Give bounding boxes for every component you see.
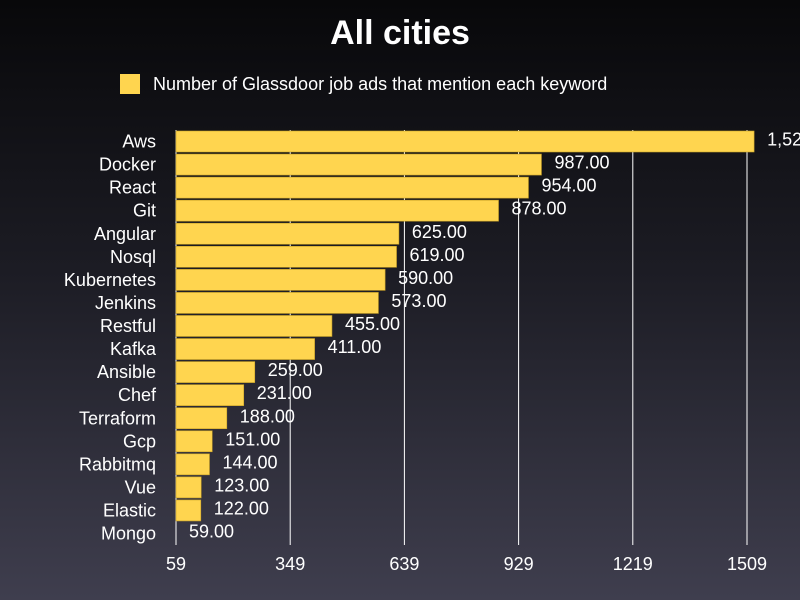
x-tick-label: 1219 bbox=[613, 554, 653, 574]
value-label: 455.00 bbox=[345, 314, 400, 334]
x-tick-label: 929 bbox=[504, 554, 534, 574]
category-label: Docker bbox=[99, 155, 156, 175]
bar bbox=[175, 476, 202, 499]
value-label: 123.00 bbox=[214, 475, 269, 495]
legend-swatch bbox=[120, 74, 140, 94]
category-label: React bbox=[109, 178, 156, 198]
bar bbox=[175, 361, 256, 383]
value-label: 625.00 bbox=[412, 222, 467, 242]
value-label: 188.00 bbox=[240, 406, 295, 426]
value-label: 573.00 bbox=[391, 291, 446, 311]
bar bbox=[175, 453, 210, 476]
category-label: Vue bbox=[125, 477, 156, 497]
value-label: 954.00 bbox=[541, 176, 596, 196]
x-tick-label: 349 bbox=[275, 554, 305, 574]
value-label: 259.00 bbox=[268, 360, 323, 380]
category-label: Elastic bbox=[103, 500, 156, 520]
category-label: Angular bbox=[94, 224, 156, 244]
category-label: Terraform bbox=[79, 408, 156, 428]
bar bbox=[175, 430, 213, 453]
value-label: 1,527.00 bbox=[767, 130, 800, 150]
bar bbox=[175, 315, 333, 337]
bar bbox=[175, 292, 379, 314]
category-label: Mongo bbox=[101, 524, 156, 544]
value-label: 987.00 bbox=[554, 153, 609, 173]
category-label: Chef bbox=[118, 385, 157, 405]
category-label: Jenkins bbox=[95, 293, 156, 313]
bar bbox=[175, 130, 755, 153]
category-label: Aws bbox=[122, 132, 156, 152]
value-label: 59.00 bbox=[189, 522, 234, 542]
category-label: Kubernetes bbox=[64, 270, 156, 290]
chart-title: All cities bbox=[330, 14, 470, 52]
value-label: 590.00 bbox=[398, 268, 453, 288]
value-label: 411.00 bbox=[328, 337, 382, 357]
x-tick-label: 639 bbox=[389, 554, 419, 574]
bar bbox=[175, 222, 400, 245]
bar bbox=[175, 269, 386, 291]
value-label: 144.00 bbox=[222, 452, 277, 472]
category-label: Gcp bbox=[123, 431, 156, 451]
bar bbox=[175, 407, 228, 430]
bar bbox=[175, 499, 202, 522]
value-label: 122.00 bbox=[214, 498, 269, 518]
x-tick-label: 1509 bbox=[727, 554, 767, 574]
bar bbox=[175, 246, 397, 268]
x-tick-label: 59 bbox=[166, 554, 186, 574]
category-label: Kafka bbox=[110, 339, 157, 359]
bar bbox=[175, 176, 529, 199]
bar bbox=[175, 384, 245, 406]
category-label: Git bbox=[133, 201, 156, 221]
value-label: 878.00 bbox=[512, 199, 567, 219]
value-label: 151.00 bbox=[225, 429, 280, 449]
category-label: Nosql bbox=[110, 247, 156, 267]
value-label: 619.00 bbox=[410, 245, 465, 265]
category-label: Rabbitmq bbox=[79, 454, 156, 474]
legend-label: Number of Glassdoor job ads that mention… bbox=[153, 73, 608, 94]
category-label: Restful bbox=[100, 316, 156, 336]
value-label: 231.00 bbox=[257, 383, 312, 403]
bar bbox=[175, 153, 542, 176]
bar bbox=[175, 338, 315, 360]
category-label: Ansible bbox=[97, 362, 156, 382]
legend: Number of Glassdoor job ads that mention… bbox=[120, 72, 607, 96]
bar bbox=[175, 199, 499, 222]
